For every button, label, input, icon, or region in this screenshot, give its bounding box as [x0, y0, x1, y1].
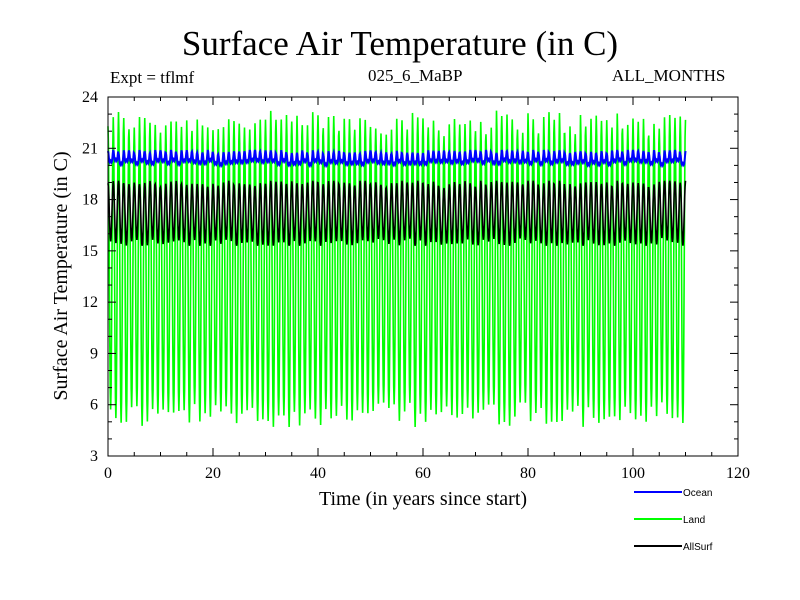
x-axis-label: Time (in years since start): [319, 488, 527, 510]
x-tick-label: 120: [726, 465, 750, 482]
period-label: 025_6_MaBP: [368, 66, 463, 85]
legend-label-land: Land: [683, 515, 705, 526]
series-line-ocean: [107, 148, 687, 169]
y-tick-label: 21: [82, 140, 98, 157]
y-tick-label: 24: [82, 89, 98, 106]
y-axis-label: Surface Air Temperature (in C): [50, 151, 72, 400]
months-label: ALL_MONTHS: [612, 66, 726, 85]
x-tick-label: 60: [415, 465, 431, 482]
y-tick-label: 12: [82, 294, 98, 311]
y-tick-label: 9: [90, 345, 98, 362]
legend-label-ocean: Ocean: [683, 488, 712, 499]
y-tick-label: 15: [82, 243, 98, 260]
y-tick-label: 6: [90, 397, 98, 414]
series-line-land: [107, 110, 687, 427]
experiment-label: Expt = tflmf: [110, 68, 195, 87]
x-tick-label: 20: [205, 465, 221, 482]
x-tick-label: 100: [621, 465, 645, 482]
y-tick-label: 3: [90, 448, 98, 465]
legend-label-allsurf: AllSurf: [683, 542, 713, 553]
x-tick-label: 40: [310, 465, 326, 482]
x-tick-label: 80: [520, 465, 536, 482]
y-tick-label: 18: [82, 192, 98, 209]
x-tick-label: 0: [104, 465, 112, 482]
series-line-allsurf: [107, 180, 687, 246]
chart-title: Surface Air Temperature (in C): [181, 24, 619, 63]
